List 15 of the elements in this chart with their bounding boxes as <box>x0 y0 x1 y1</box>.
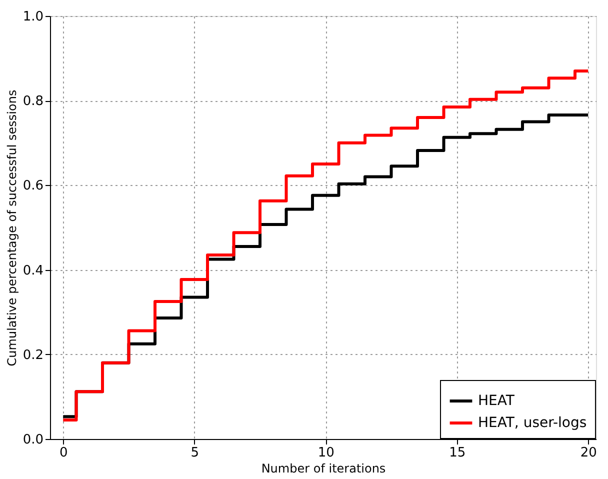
y-tick-label: 0.4 <box>22 263 44 278</box>
y-axis-title: Cumulative percentage of successful sessions <box>4 90 19 366</box>
legend-label: HEAT <box>478 393 515 409</box>
x-tick-label: 5 <box>190 446 200 460</box>
x-tick-label: 20 <box>580 446 597 460</box>
y-tick-label: 0.0 <box>22 432 44 448</box>
x-axis-title: Number of iterations <box>261 462 386 476</box>
x-tick-label: 0 <box>59 446 68 460</box>
y-tick-label: 0.2 <box>22 348 44 363</box>
legend-label: HEAT, user-logs <box>478 415 587 431</box>
x-tick-label: 10 <box>318 446 334 460</box>
y-tick-label: 1.0 <box>22 10 44 24</box>
x-tick-label: 15 <box>449 446 466 460</box>
y-tick-label: 0.6 <box>22 178 44 194</box>
y-tick-label: 0.8 <box>22 94 44 110</box>
